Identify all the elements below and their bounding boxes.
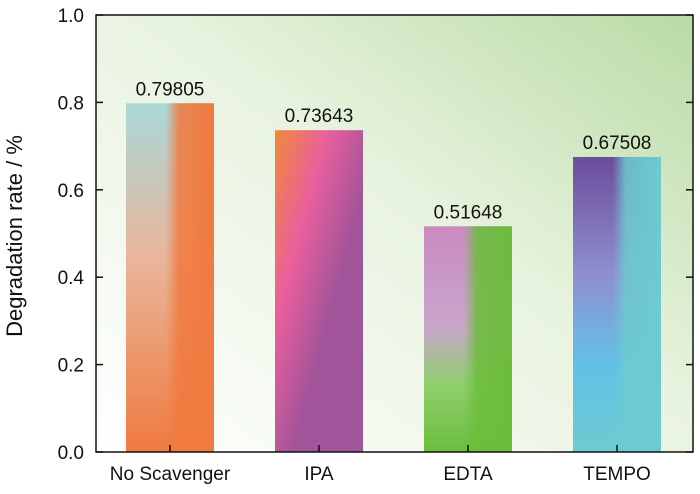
y-tick-label: 0.8 [58,93,84,114]
value-labels-group: 0.79805 0.73643 0.51648 0.67508 [136,79,652,223]
y-tick-label: 0.4 [58,268,85,289]
value-label-edta: 0.51648 [434,202,503,223]
bar-edta-shade [424,226,512,452]
bar-no-scavenger-shade [126,103,214,453]
y-tick-label: 0.6 [58,181,84,202]
value-label-ipa: 0.73643 [285,106,354,127]
plot-frame [95,14,694,453]
bars-group [126,103,661,453]
bar-tempo-shade [573,156,661,452]
y-axis-ticks: 0.0 0.2 0.4 0.6 0.8 1.0 [58,6,693,464]
bar-ipa [275,130,363,452]
x-category-label-no-scavenger: No Scavenger [110,464,231,485]
x-category-label-ipa: IPA [304,464,334,485]
x-category-label-tempo: TEMPO [583,464,651,485]
value-label-tempo: 0.67508 [583,133,652,154]
x-category-label-edta: EDTA [443,464,493,485]
y-axis-title: Degradation rate / % [2,135,27,337]
y-tick-label: 1.0 [58,6,84,27]
value-label-no-scavenger: 0.79805 [136,79,205,100]
y-tick-label: 0.2 [58,356,84,377]
y-tick-label: 0.0 [58,443,84,464]
x-axis-labels: No Scavenger IPA EDTA TEMPO [110,445,651,485]
